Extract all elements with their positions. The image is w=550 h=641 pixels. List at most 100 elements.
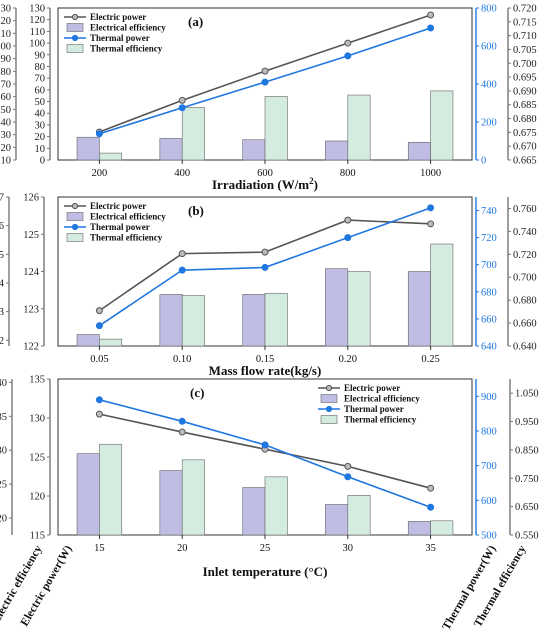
bar-thermal-efficiency <box>264 476 288 536</box>
legend-entry: Electric power <box>344 383 400 393</box>
legend-entry: Electrical efficiency <box>344 394 420 404</box>
thermal-power-tick-label: 660 <box>481 314 497 325</box>
x-tick-label: 200 <box>92 168 108 179</box>
electric-power-point <box>427 484 435 492</box>
bar-electrical-efficiency <box>159 138 183 161</box>
legend-swatch-marker <box>325 384 333 392</box>
electric-power-tick-label: 80 <box>35 62 46 73</box>
thermal-power-point <box>95 322 103 330</box>
panel-label: (b) <box>188 203 204 218</box>
bar-thermal-efficiency <box>430 243 454 347</box>
electrical-efficiency-tick-label: 0.140 <box>0 118 11 129</box>
legend-entry: Thermal power <box>90 222 150 232</box>
legend-swatch-marker <box>71 34 79 42</box>
thermal-efficiency-tick-label: 0.695 <box>513 73 537 84</box>
electric-power-tick-label: 30 <box>35 120 46 131</box>
x-tick-label: 0.10 <box>173 354 191 365</box>
bar-thermal-efficiency <box>347 94 371 161</box>
electric-power-point <box>427 11 435 19</box>
x-tick-label: 20 <box>177 543 188 554</box>
electrical-efficiency-tick-label: 0.110 <box>0 156 11 167</box>
x-tick-label: 600 <box>257 168 273 179</box>
electrical-efficiency-tick-label: 0.120 <box>0 514 7 525</box>
bar-electrical-efficiency <box>407 141 431 161</box>
electrical-efficiency-tick-label: 0.125 <box>0 250 4 261</box>
thermal-efficiency-tick-label: 0.740 <box>513 227 537 238</box>
thermal-efficiency-tick-label: 1.050 <box>515 389 539 400</box>
electrical-efficiency-tick-label: 0.170 <box>0 80 11 91</box>
electrical-efficiency-tick-label: 0.230 <box>0 4 11 15</box>
thermal-power-point <box>95 396 103 404</box>
bar-electrical-efficiency <box>159 294 183 347</box>
thermal-efficiency-tick-label: 0.700 <box>513 273 537 284</box>
thermal-power-tick-label: 500 <box>481 531 497 542</box>
electric-power-tick-label: 40 <box>35 109 46 120</box>
bar-thermal-efficiency <box>181 107 205 161</box>
electrical-efficiency-tick-label: 0.220 <box>0 16 11 27</box>
thermal-efficiency-tick-label: 0.660 <box>513 319 537 330</box>
thermal-power-point <box>261 263 269 271</box>
thermal-efficiency-tick-label: 0.760 <box>513 204 537 215</box>
thermal-power-point <box>427 204 435 212</box>
bar-thermal-efficiency <box>99 152 123 161</box>
thermal-efficiency-tick-label: 0.640 <box>513 342 537 353</box>
thermal-efficiency-tick-label: 0.680 <box>513 114 537 125</box>
legend-entry: Thermal efficiency <box>90 233 163 243</box>
electric-power-point <box>178 428 186 436</box>
electric-power-tick-label: 120 <box>29 492 45 503</box>
thermal-efficiency-tick-label: 0.705 <box>513 45 537 56</box>
legend-swatch <box>66 44 84 53</box>
electrical-efficiency-tick-label: 0.126 <box>0 221 4 232</box>
thermal-power-point <box>427 503 435 511</box>
bar-thermal-efficiency <box>99 338 123 347</box>
side-label-thermal-power: Thermal power(W) <box>440 543 498 632</box>
thermal-power-tick-label: 900 <box>481 392 497 403</box>
thermal-efficiency-tick-label: 0.550 <box>515 531 539 542</box>
thermal-power-tick-label: 400 <box>481 80 497 91</box>
thermal-efficiency-tick-label: 0.675 <box>513 128 537 139</box>
electric-power-point <box>95 307 103 315</box>
thermal-power-tick-label: 800 <box>481 427 497 438</box>
bar-electrical-efficiency <box>407 521 431 536</box>
thermal-power-tick-label: 600 <box>481 496 497 507</box>
bar-electrical-efficiency <box>242 294 266 347</box>
legend-swatch <box>320 415 338 424</box>
x-axis-label: Inlet temperature (°C) <box>203 564 328 579</box>
x-tick-label: 0.05 <box>90 354 108 365</box>
electric-power-point <box>261 248 269 256</box>
electrical-efficiency-tick-label: 0.120 <box>0 143 11 154</box>
bar-thermal-efficiency <box>430 520 454 536</box>
electric-power-tick-label: 123 <box>23 304 39 315</box>
side-label-electric-efficiency: Electric efficiency <box>0 543 45 625</box>
legend-swatch <box>320 394 338 403</box>
bar-electrical-efficiency <box>325 504 349 536</box>
electrical-efficiency-tick-label: 0.123 <box>0 307 4 318</box>
electric-power-point <box>261 67 269 75</box>
legend-swatch-marker <box>71 202 79 210</box>
thermal-power-tick-label: 700 <box>481 260 497 271</box>
x-tick-label: 800 <box>340 168 356 179</box>
x-axis-label: Irradiation (W/m2) <box>212 176 318 192</box>
legend-entry: Electric power <box>90 12 146 22</box>
panel-2: 0.05 0.10 0.15 0.20 0.25 122 123 124 125 126 0.122… <box>0 193 537 379</box>
electrical-efficiency-tick-label: 0.122 <box>0 336 4 347</box>
electric-power-tick-label: 126 <box>23 193 39 204</box>
electric-power-tick-label: 120 <box>29 15 45 26</box>
panel-label: (a) <box>188 14 203 29</box>
x-tick-label: 0.15 <box>256 354 274 365</box>
electric-power-point <box>344 216 352 224</box>
legend-swatch <box>66 212 84 221</box>
legend-swatch-marker <box>71 223 79 231</box>
x-tick-label: 1000 <box>420 168 441 179</box>
electric-power-tick-label: 130 <box>29 4 45 15</box>
electric-power-point <box>178 96 186 104</box>
thermal-power-tick-label: 200 <box>481 118 497 129</box>
panel-label: (c) <box>190 385 204 400</box>
bar-thermal-efficiency <box>181 459 205 536</box>
electric-power-tick-label: 100 <box>29 39 45 50</box>
bar-electrical-efficiency <box>407 271 431 347</box>
bar-thermal-efficiency <box>430 90 454 161</box>
electric-power-tick-label: 122 <box>23 342 39 353</box>
thermal-efficiency-tick-label: 0.710 <box>513 31 537 42</box>
thermal-power-tick-label: 680 <box>481 287 497 298</box>
